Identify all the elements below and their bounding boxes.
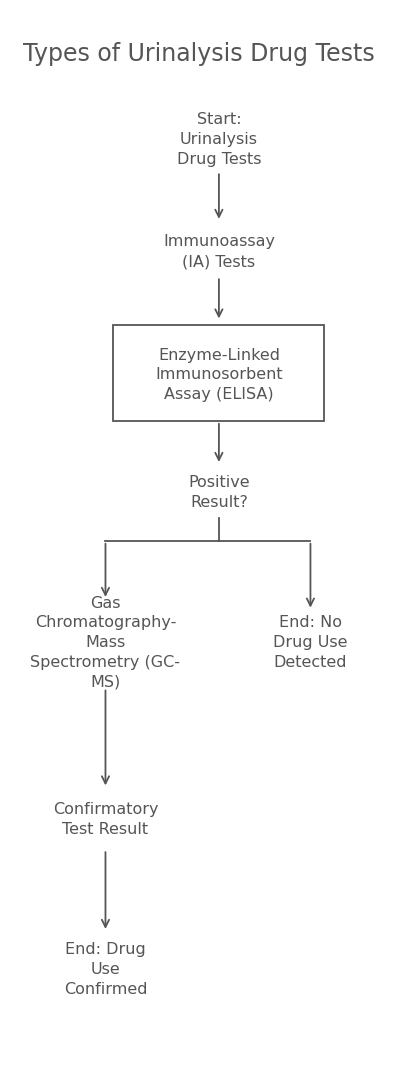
Text: End: No
Drug Use
Detected: End: No Drug Use Detected xyxy=(273,616,348,669)
Text: Positive
Result?: Positive Result? xyxy=(188,476,250,510)
Bar xyxy=(113,325,324,421)
Text: Gas
Chromatography-
Mass
Spectrometry (GC-
MS): Gas Chromatography- Mass Spectrometry (G… xyxy=(31,595,180,690)
Text: Types of Urinalysis Drug Tests: Types of Urinalysis Drug Tests xyxy=(23,42,375,65)
Text: Confirmatory
Test Result: Confirmatory Test Result xyxy=(53,802,158,836)
Text: End: Drug
Use
Confirmed: End: Drug Use Confirmed xyxy=(64,942,147,996)
Text: Enzyme-Linked
Immunosorbent
Assay (ELISA): Enzyme-Linked Immunosorbent Assay (ELISA… xyxy=(155,348,283,402)
Text: Start:
Urinalysis
Drug Tests: Start: Urinalysis Drug Tests xyxy=(177,112,261,166)
Text: Immunoassay
(IA) Tests: Immunoassay (IA) Tests xyxy=(163,235,275,269)
